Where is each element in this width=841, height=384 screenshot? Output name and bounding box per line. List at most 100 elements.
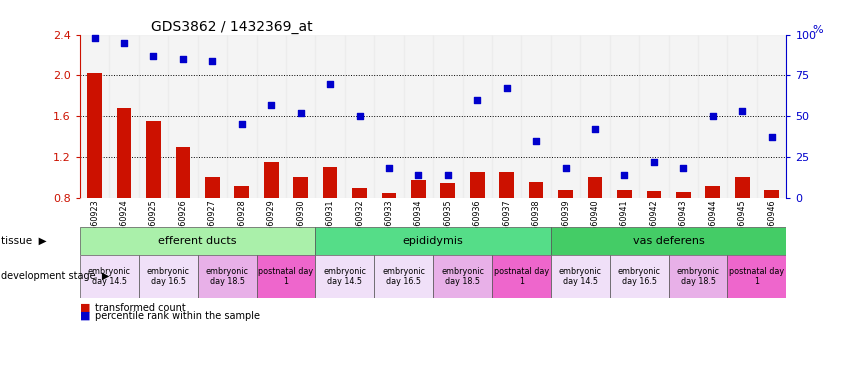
Bar — [139, 255, 198, 298]
Bar — [235, 185, 249, 279]
Bar — [80, 35, 109, 198]
Text: GSM560935: GSM560935 — [443, 199, 452, 248]
Point — [323, 81, 336, 87]
Bar — [109, 35, 139, 198]
Text: GSM560941: GSM560941 — [620, 199, 629, 248]
Bar — [87, 73, 102, 279]
Text: ■: ■ — [80, 311, 90, 321]
Text: GSM560933: GSM560933 — [384, 199, 394, 248]
Point — [764, 134, 778, 141]
Bar — [227, 35, 257, 198]
Text: transformed count: transformed count — [95, 303, 186, 313]
Bar — [764, 190, 779, 279]
Bar — [80, 227, 315, 255]
Point — [87, 35, 101, 41]
Bar — [735, 177, 749, 279]
Bar — [146, 121, 161, 279]
Text: embryonic
day 16.5: embryonic day 16.5 — [617, 267, 661, 286]
Point — [588, 126, 601, 132]
Text: GSM560936: GSM560936 — [473, 199, 482, 248]
Bar — [639, 35, 669, 198]
Bar — [529, 182, 543, 279]
Text: epididymis: epididymis — [403, 236, 463, 246]
Point — [441, 172, 454, 178]
Text: GSM560945: GSM560945 — [738, 199, 747, 248]
Bar — [463, 35, 492, 198]
Bar — [411, 180, 426, 279]
Text: development stage  ▶: development stage ▶ — [1, 271, 109, 281]
Point — [352, 113, 366, 119]
Text: GSM560925: GSM560925 — [149, 199, 158, 248]
Bar — [315, 35, 345, 198]
Text: GSM560932: GSM560932 — [355, 199, 364, 248]
Text: GSM560942: GSM560942 — [649, 199, 659, 248]
Text: embryonic
day 18.5: embryonic day 18.5 — [441, 267, 484, 286]
Text: GSM560944: GSM560944 — [708, 199, 717, 248]
Text: GSM560934: GSM560934 — [414, 199, 423, 248]
Point — [676, 166, 690, 172]
Text: GSM560928: GSM560928 — [237, 199, 246, 248]
Point — [647, 159, 660, 165]
Bar — [470, 172, 484, 279]
Bar — [168, 35, 198, 198]
Bar — [257, 35, 286, 198]
Point — [617, 172, 631, 178]
Bar — [727, 255, 786, 298]
Point — [382, 166, 395, 172]
Point — [735, 108, 748, 114]
Text: GSM560926: GSM560926 — [178, 199, 188, 248]
Text: embryonic
day 14.5: embryonic day 14.5 — [323, 267, 367, 286]
Bar — [345, 35, 374, 198]
Text: postnatal day
1: postnatal day 1 — [729, 267, 785, 286]
Bar — [323, 167, 337, 279]
Bar — [433, 255, 492, 298]
Bar — [727, 35, 757, 198]
Text: GSM560946: GSM560946 — [767, 199, 776, 248]
Text: postnatal day
1: postnatal day 1 — [494, 267, 549, 286]
Bar — [117, 108, 131, 279]
Bar — [706, 185, 720, 279]
Text: efferent ducts: efferent ducts — [158, 236, 237, 246]
Bar — [433, 35, 463, 198]
Bar — [580, 35, 610, 198]
Point — [470, 97, 484, 103]
Bar — [647, 190, 661, 279]
Text: percentile rank within the sample: percentile rank within the sample — [95, 311, 260, 321]
Bar — [315, 255, 374, 298]
Bar — [176, 147, 190, 279]
Bar — [404, 35, 433, 198]
Bar — [588, 177, 602, 279]
Bar — [352, 187, 367, 279]
Bar — [441, 184, 455, 279]
Bar — [617, 190, 632, 279]
Bar — [551, 227, 786, 255]
Text: embryonic
day 16.5: embryonic day 16.5 — [382, 267, 426, 286]
Bar — [315, 227, 551, 255]
Point — [294, 110, 307, 116]
Point — [411, 172, 425, 178]
Bar — [80, 255, 139, 298]
Text: embryonic
day 16.5: embryonic day 16.5 — [146, 267, 190, 286]
Point — [529, 137, 542, 144]
Text: embryonic
day 14.5: embryonic day 14.5 — [87, 267, 131, 286]
Bar — [264, 162, 278, 279]
Text: GSM560939: GSM560939 — [561, 199, 570, 248]
Bar — [669, 255, 727, 298]
Bar — [558, 190, 573, 279]
Text: ■: ■ — [80, 303, 90, 313]
Bar — [669, 35, 698, 198]
Bar — [492, 255, 551, 298]
Text: GSM560927: GSM560927 — [208, 199, 217, 248]
Y-axis label: %: % — [812, 25, 823, 35]
Bar — [551, 35, 580, 198]
Bar — [198, 35, 227, 198]
Bar — [294, 177, 308, 279]
Bar — [139, 35, 168, 198]
Text: embryonic
day 14.5: embryonic day 14.5 — [558, 267, 602, 286]
Bar — [198, 255, 257, 298]
Bar — [374, 35, 404, 198]
Text: GSM560929: GSM560929 — [267, 199, 276, 248]
Text: vas deferens: vas deferens — [632, 236, 705, 246]
Bar — [492, 35, 521, 198]
Text: postnatal day
1: postnatal day 1 — [258, 267, 314, 286]
